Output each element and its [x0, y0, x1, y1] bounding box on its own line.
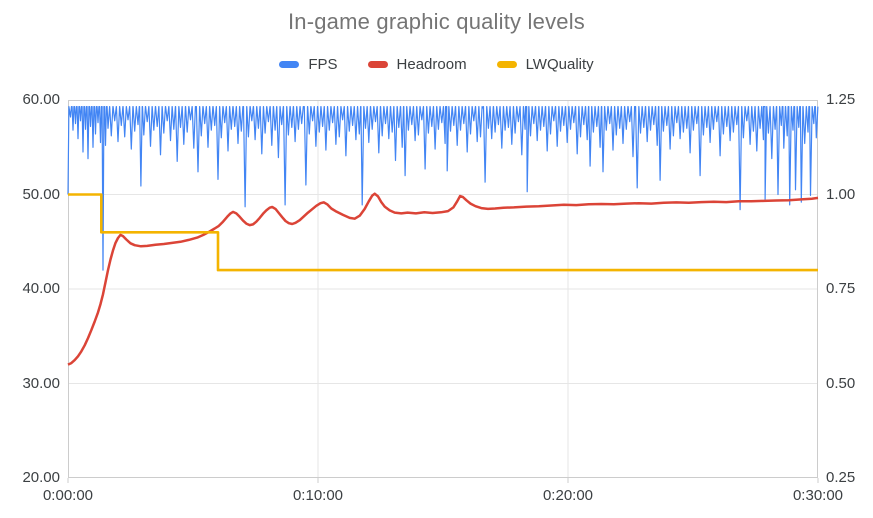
- y-axis-left-label: 50.00: [22, 185, 60, 203]
- legend-item-headroom: Headroom: [367, 56, 467, 73]
- y-axis-left-label: 30.00: [22, 374, 60, 392]
- legend-item-lwquality: LWQuality: [496, 56, 594, 73]
- legend-swatch-fps: [279, 61, 300, 68]
- series-headroom: [67, 192, 819, 366]
- y-axis-right-label: 1.00: [826, 185, 856, 203]
- series-fps: [67, 106, 819, 271]
- legend-label: Headroom: [396, 56, 467, 73]
- legend-label: LWQuality: [525, 56, 594, 73]
- legend-item-fps: FPS: [279, 56, 338, 73]
- y-axis-left-label: 60.00: [22, 91, 60, 108]
- legend-swatch-headroom: [367, 61, 388, 68]
- x-axis-label: 0:30:00: [792, 487, 844, 504]
- y-axis-left-label: 40.00: [22, 280, 60, 297]
- y-axis-left-label: 20.00: [22, 469, 60, 486]
- x-axis-label: 0:20:00: [542, 487, 594, 504]
- legend-label: FPS: [308, 56, 338, 73]
- chart-canvas: [67, 100, 819, 483]
- x-axis-label: 0:00:00: [42, 487, 94, 504]
- y-axis-right-label: 0.75: [826, 280, 856, 297]
- legend: FPS Headroom LWQuality: [0, 56, 873, 73]
- x-axis-label: 0:10:00: [292, 487, 344, 504]
- y-axis-right-label: 0.25: [826, 469, 856, 486]
- plot-border: [68, 100, 818, 478]
- legend-swatch-lwquality: [496, 61, 517, 68]
- series-lwquality: [68, 193, 818, 272]
- plot-area: [67, 100, 819, 483]
- y-axis-right-label: 0.50: [826, 374, 856, 392]
- y-axis-right-label: 1.25: [826, 91, 856, 108]
- chart-title: In-game graphic quality levels: [287, 9, 586, 34]
